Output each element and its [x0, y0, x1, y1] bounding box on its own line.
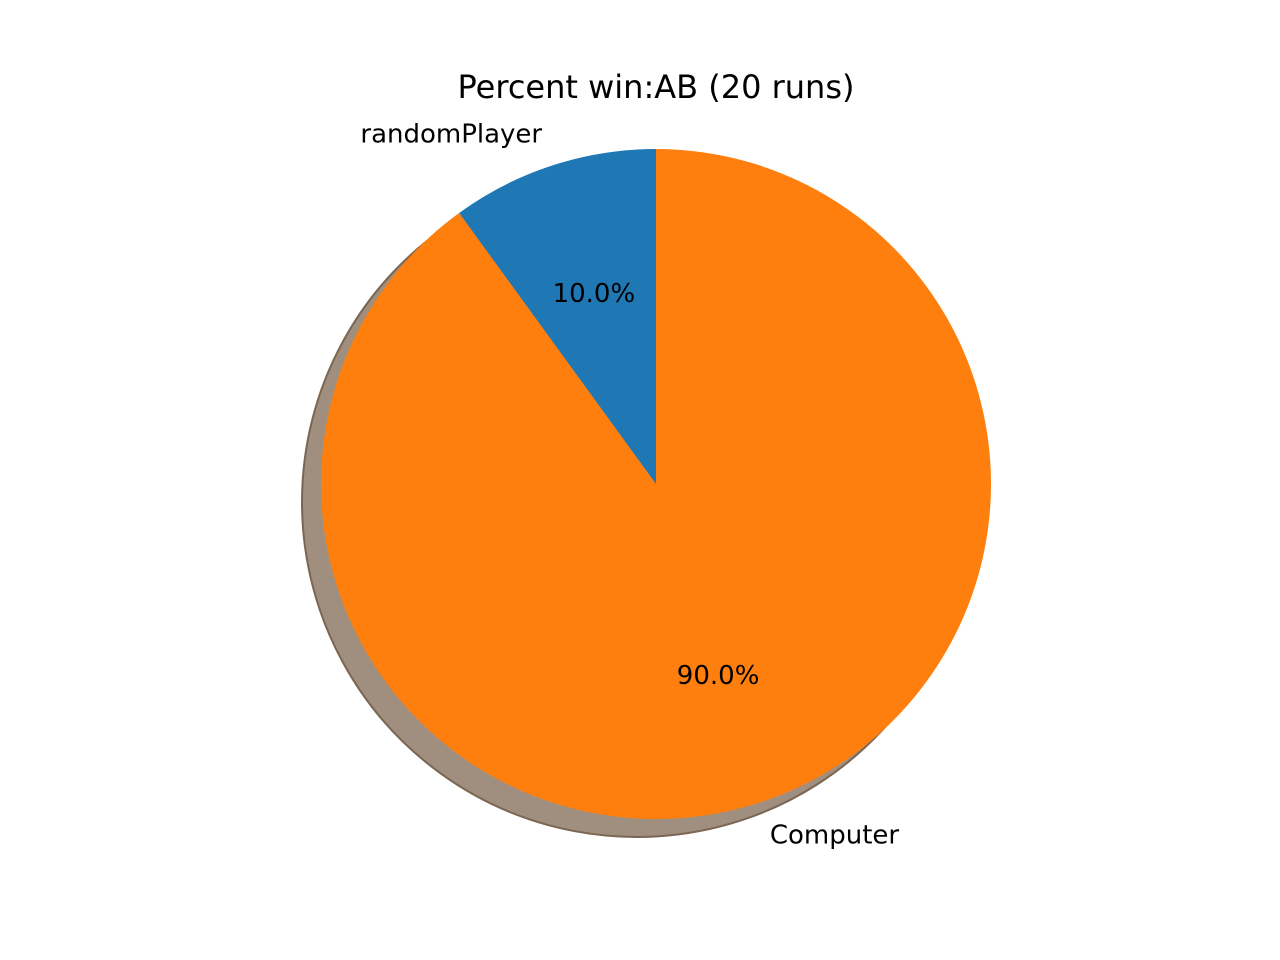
slice-percent-computer: 90.0%	[677, 661, 760, 691]
slice-percent-randomplayer: 10.0%	[553, 279, 636, 309]
slice-label-randomplayer: randomPlayer	[360, 120, 542, 150]
slice-randomplayer	[459, 149, 656, 484]
pie-slices	[321, 149, 992, 819]
chart-title: Percent win:AB (20 runs)	[458, 68, 855, 106]
pie-labels: randomPlayer 10.0% Computer 90.0%	[360, 120, 899, 851]
slice-label-computer: Computer	[770, 820, 900, 850]
slice-computer	[321, 149, 992, 819]
